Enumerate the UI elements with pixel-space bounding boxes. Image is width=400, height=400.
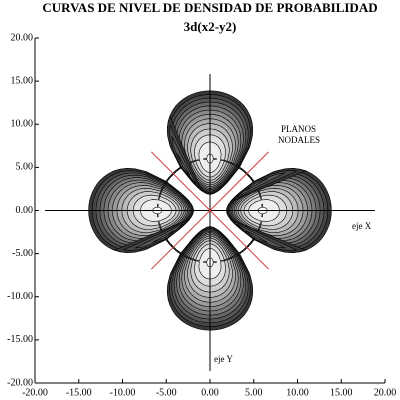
y-tick-label: -15.00: [7, 334, 33, 345]
x-tick-label: 10.00: [286, 387, 309, 398]
annotation: eje X: [352, 221, 372, 231]
x-tick-label: 15.00: [330, 387, 353, 398]
x-tick-label: -10.00: [110, 387, 136, 398]
y-tick-label: 5.00: [16, 162, 34, 173]
x-tick-label: 20.00: [374, 387, 397, 398]
x-tick-label: -15.00: [66, 387, 92, 398]
x-tick-label: 5.00: [245, 387, 263, 398]
x-tick-label: -20.00: [22, 387, 48, 398]
y-tick-label: -10.00: [7, 291, 33, 302]
y-tick-label: -20.00: [7, 377, 33, 388]
x-tick-label: -5.00: [156, 387, 177, 398]
y-tick-label: 20.00: [11, 32, 34, 43]
annotation: NODALES: [278, 135, 320, 145]
y-tick-label: 15.00: [11, 75, 34, 86]
nodal-line: [151, 151, 269, 270]
chart-title: CURVAS DE NIVEL DE DENSIDAD DE PROBABILI…: [42, 0, 377, 15]
chart-subtitle: 3d(x2-y2): [184, 19, 237, 34]
y-tick-label: 0.00: [16, 205, 34, 216]
y-tick-label: 10.00: [11, 119, 34, 130]
y-tick-label: -5.00: [12, 248, 33, 259]
annotation: PLANOS: [281, 124, 316, 134]
x-tick-label: 0.00: [201, 387, 219, 398]
annotation: eje Y: [214, 354, 233, 364]
